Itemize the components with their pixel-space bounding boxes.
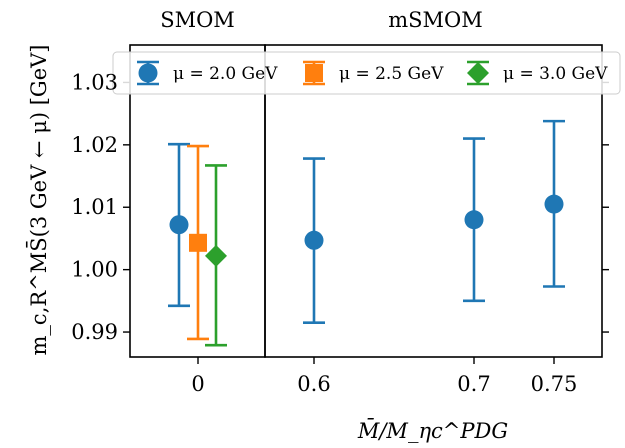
legend-entry: μ = 3.0 GeV [467,60,608,86]
y-tick-label: 1.03 [71,70,118,94]
legend-box [112,51,621,95]
panel-title-msmom: mSMOM [388,8,483,32]
x-tick-label: 0.7 [457,372,490,396]
legend-label: μ = 3.0 GeV [503,64,608,84]
data-point [543,119,565,288]
data-point [463,137,485,303]
data-point [168,142,190,308]
y-tick-label: 0.99 [71,320,118,344]
legend-label: μ = 2.0 GeV [173,64,278,84]
marker-diamond [205,244,227,267]
legend-marker [138,63,158,83]
y-tick-label: 1.01 [71,195,118,219]
data-point [187,144,209,341]
legend-marker [305,64,323,82]
marker-circle [544,194,564,214]
x-tick-label: 0.75 [531,372,578,396]
marker-circle [464,210,484,230]
panel-msmom-frame [264,44,603,358]
y-tick-label: 1.02 [71,133,118,157]
data-point [303,157,325,324]
marker-square [189,233,207,252]
marker-circle [304,230,324,250]
legend-marker [467,62,489,84]
y-tick-label: 1.00 [71,258,118,282]
y-axis-label: m_c,R^MS̄(3 GeV ← μ) [GeV] [26,45,51,356]
legend-entry: μ = 2.0 GeV [137,60,278,86]
legend-entry: μ = 2.5 GeV [303,60,444,86]
legend-label: μ = 2.5 GeV [339,64,444,84]
x-tick-label: 0 [191,372,204,396]
marker-circle [169,215,189,235]
panel-title-smom: SMOM [160,8,235,32]
x-axis-label: M̄/M_ηc^PDG [357,418,508,443]
data-point [205,164,227,347]
x-tick-label: 0.6 [297,372,330,396]
